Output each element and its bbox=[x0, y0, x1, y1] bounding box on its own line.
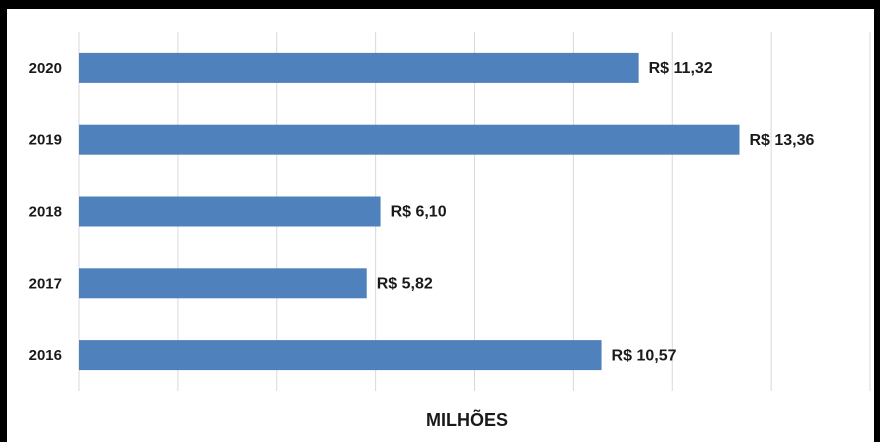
bar bbox=[79, 196, 381, 227]
bar bbox=[79, 52, 639, 83]
y-tick-label: 2018 bbox=[29, 203, 62, 220]
y-tick-label: 2016 bbox=[29, 347, 62, 364]
bar bbox=[79, 124, 740, 155]
bar bbox=[79, 340, 602, 371]
data-label: R$ 5,82 bbox=[377, 276, 433, 293]
y-tick-label: 2020 bbox=[29, 60, 62, 77]
y-tick-label: 2017 bbox=[29, 275, 62, 292]
data-label: R$ 10,57 bbox=[612, 347, 677, 364]
data-label: R$ 11,32 bbox=[649, 60, 713, 77]
bar bbox=[79, 268, 367, 299]
x-axis-label: MILHÕES bbox=[426, 409, 508, 430]
data-label: R$ 6,10 bbox=[391, 204, 447, 221]
data-label: R$ 13,36 bbox=[749, 132, 814, 149]
y-tick-label: 2019 bbox=[29, 132, 62, 149]
